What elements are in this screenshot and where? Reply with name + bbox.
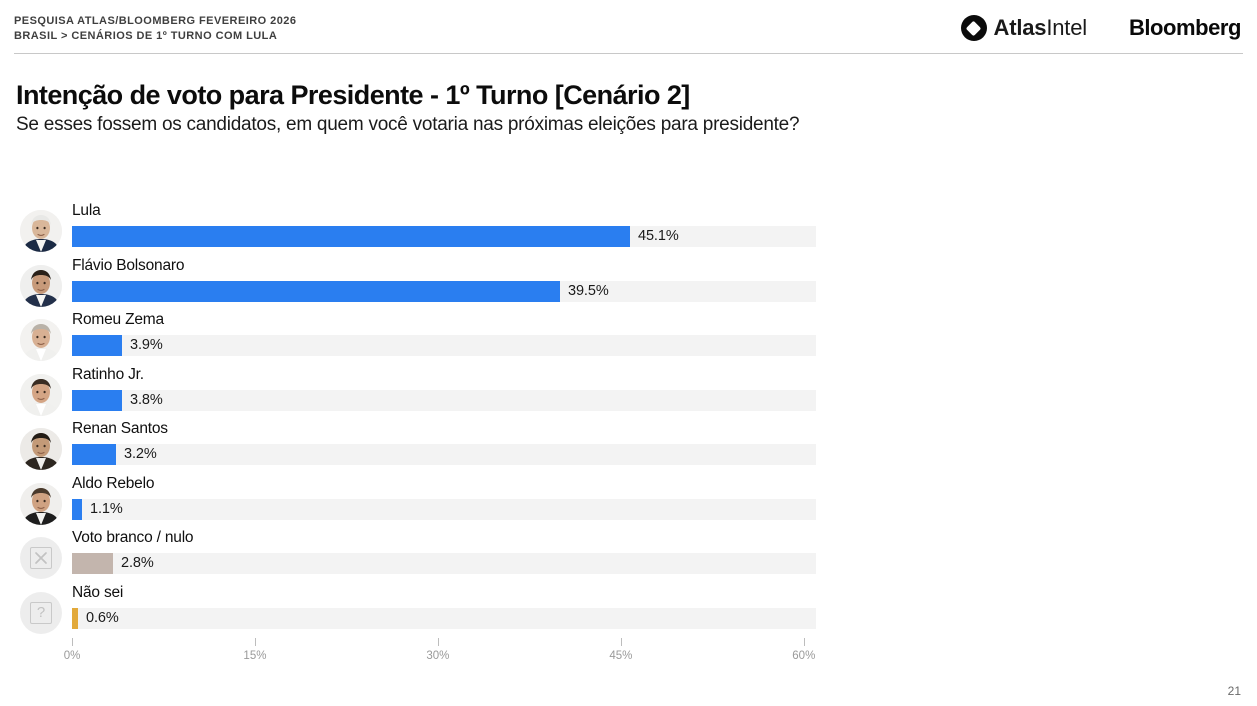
dont-know-question-icon: ? (20, 591, 62, 634)
blank-vote-x-icon (20, 537, 62, 579)
axis-tick (72, 638, 73, 646)
logo-group: AtlasIntel Bloomberg (960, 15, 1242, 41)
bar-fill (72, 607, 78, 629)
atlas-diamond-icon (960, 15, 987, 41)
bar-track (72, 389, 816, 411)
bar-row: Ratinho Jr. 3.8% (16, 360, 816, 416)
axis-tick (254, 638, 256, 646)
bar-track (72, 335, 816, 356)
bar-row: Renan Santos 3.2% (16, 414, 816, 470)
candidate-name: Não sei (72, 583, 124, 601)
atlas-light-text: Intel (1046, 15, 1087, 40)
bar-track (72, 226, 816, 247)
bar-row: Lula 45.1% (16, 196, 816, 252)
axis-tick-label: 0% (63, 650, 81, 662)
axis-tick (803, 638, 805, 646)
bar-row: Romeu Zema 3.9% (16, 305, 816, 361)
bar-row: Voto branco / nulo 2.8% (16, 523, 816, 579)
bar-row: ? Não sei 0.6% (16, 578, 816, 634)
axis-tick (437, 638, 439, 646)
axis-tick-label: 15% (243, 650, 267, 662)
bar-fill (72, 444, 116, 465)
page-subtitle: Se esses fossem os candidatos, em quem v… (16, 114, 800, 135)
bar-value-label: 3.2% (124, 446, 157, 462)
bar-track (72, 607, 816, 629)
x-axis: 0% 15% 30% 45% 60% (64, 638, 816, 670)
bar-value-label: 0.6% (86, 609, 119, 626)
candidate-name: Romeu Zema (72, 311, 164, 328)
atlasintel-wordmark: AtlasIntel (993, 15, 1088, 41)
question-mark-icon: ? (30, 601, 52, 624)
photo-renan-santos (20, 428, 62, 470)
bar-track (72, 553, 816, 574)
bar-row: Flávio Bolsonaro 39.5% (16, 251, 816, 307)
photo-aldo-rebelo (20, 482, 62, 525)
bar-track (72, 280, 816, 302)
candidate-name: Aldo Rebelo (72, 474, 155, 492)
bar-track (72, 444, 816, 465)
bar-row: Aldo Rebelo 1.1% (16, 469, 816, 525)
breadcrumb: PESQUISA ATLAS/BLOOMBERG FEVEREIRO 2026 … (14, 14, 296, 43)
bar-value-label: 39.5% (568, 282, 609, 299)
photo-romeu-zema (20, 319, 62, 361)
candidate-name: Lula (72, 202, 101, 219)
bar-fill (72, 389, 122, 411)
bar-fill (72, 498, 82, 520)
bar-track (72, 498, 816, 520)
x-mark-icon (30, 547, 52, 569)
photo-ratinho-jr (20, 373, 62, 416)
atlasintel-logo: AtlasIntel (960, 15, 1088, 41)
bar-fill (72, 553, 113, 574)
header-divider (14, 53, 1243, 54)
survey-scope-line: BRASIL > CENÁRIOS DE 1º TURNO COM LULA (14, 29, 278, 42)
axis-tick-label: 45% (609, 650, 633, 662)
candidate-name: Flávio Bolsonaro (72, 256, 185, 274)
candidate-name: Ratinho Jr. (72, 365, 144, 383)
atlas-bold-text: Atlas (993, 15, 1047, 40)
bar-value-label: 2.8% (121, 555, 154, 571)
bloomberg-logo: Bloomberg (1128, 15, 1242, 40)
axis-tick-label: 30% (426, 650, 450, 662)
bar-value-label: 3.8% (130, 391, 163, 408)
bar-value-label: 45.1% (638, 228, 679, 244)
bar-value-label: 3.9% (130, 337, 163, 353)
page-number: 21 (1227, 684, 1241, 698)
candidate-name: Voto branco / nulo (72, 529, 194, 546)
axis-tick-label: 60% (792, 650, 816, 662)
survey-title-line: PESQUISA ATLAS/BLOOMBERG FEVEREIRO 2026 (14, 15, 297, 27)
bar-fill (72, 280, 560, 302)
bar-fill (72, 226, 630, 247)
candidate-name: Renan Santos (72, 420, 168, 437)
bar-fill (72, 335, 122, 356)
bar-chart: Lula 45.1% Flávio Bolsonaro 39.5% Romeu Zema… (16, 196, 1241, 641)
axis-tick (620, 638, 622, 646)
bar-value-label: 1.1% (90, 500, 123, 517)
page-title: Intenção de voto para Presidente - 1º Tu… (16, 80, 690, 110)
photo-flavio-bolsonaro (20, 264, 62, 307)
photo-lula (20, 210, 62, 252)
